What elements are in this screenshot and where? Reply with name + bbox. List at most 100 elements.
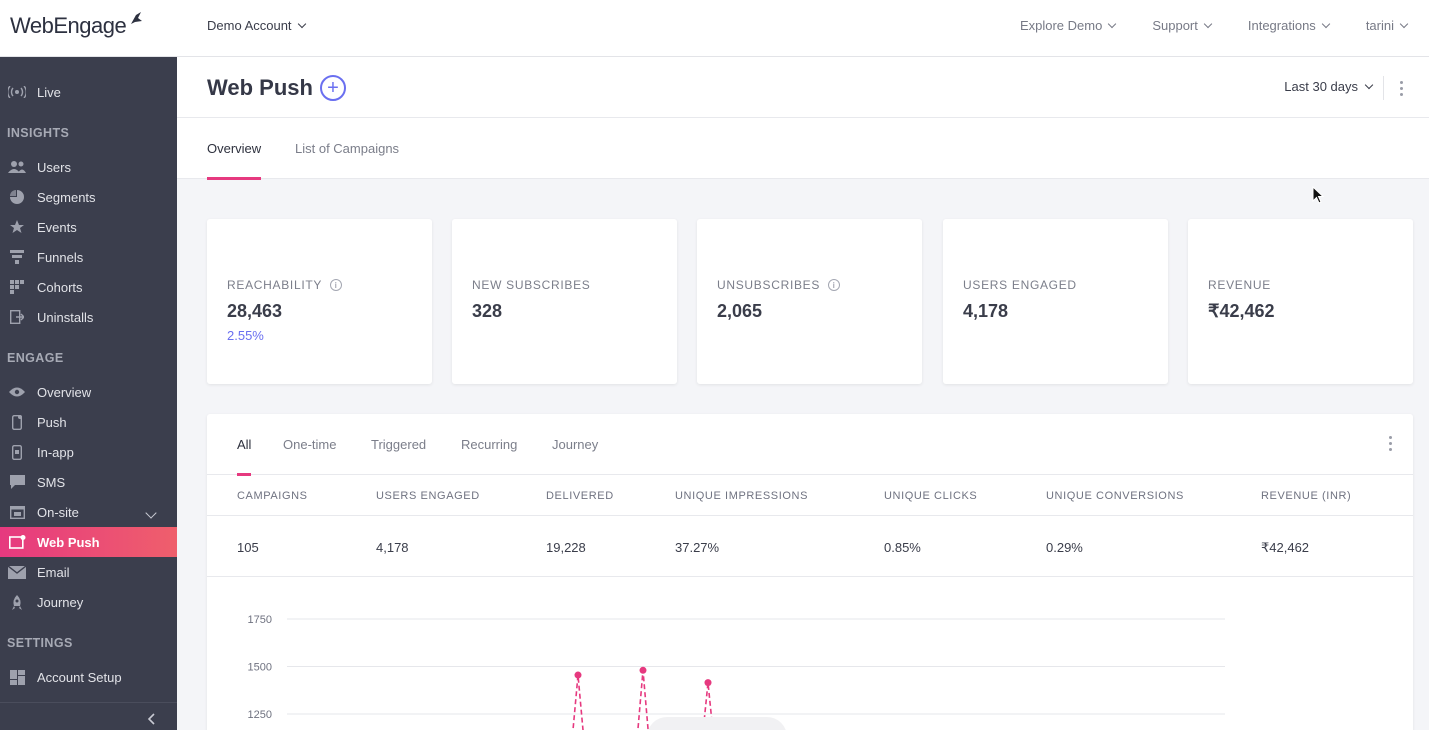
sidebar-item-journey[interactable]: Journey — [0, 587, 177, 617]
divider — [1383, 76, 1384, 100]
sidebar-item-account-setup[interactable]: Account Setup — [0, 662, 177, 692]
table-cell: ₹42,462 — [1261, 540, 1310, 555]
tab-journey[interactable]: Journey — [552, 437, 599, 452]
chart-tooltip — [648, 717, 786, 730]
stat-label: REVENUE — [1208, 278, 1271, 292]
table-cell: 0.85% — [884, 540, 921, 555]
chevron-down-icon — [1203, 19, 1213, 28]
stat-card-new-subscribes: NEW SUBSCRIBES 328 — [452, 219, 677, 384]
sidebar-item-label: Overview — [37, 384, 92, 400]
info-icon[interactable]: i — [828, 279, 841, 291]
sidebar-item-label: In-app — [37, 444, 74, 460]
sidebar-item-in-app[interactable]: In-app — [0, 437, 177, 467]
user-name: tarini — [1365, 18, 1394, 33]
column-header[interactable]: UNIQUE CONVERSIONS — [1046, 490, 1184, 502]
stat-label: USERS ENGAGED — [963, 278, 1077, 292]
sidebar-item-label: Push — [37, 414, 67, 430]
sidebar-item-label: Users — [37, 159, 71, 175]
mouse-cursor-icon — [1312, 186, 1324, 204]
mobile-icon — [8, 413, 26, 431]
sidebar-item-label: SMS — [37, 474, 66, 490]
data-point[interactable] — [574, 671, 582, 679]
stat-label-text: UNSUBSCRIBES — [717, 278, 821, 292]
stat-label: NEW SUBSCRIBES — [472, 278, 591, 292]
column-header[interactable]: REVENUE (INR) — [1261, 490, 1352, 502]
top-bar: WebEngage Demo Account Explore Demo Supp… — [0, 0, 1429, 57]
stat-value: 2,065 — [717, 301, 763, 321]
more-options-icon[interactable] — [1400, 81, 1403, 96]
tab-all[interactable]: All — [237, 437, 252, 476]
sidebar-item-users[interactable]: Users — [0, 152, 177, 182]
sidebar-item-label: Segments — [37, 189, 96, 205]
tab-one-time[interactable]: One-time — [283, 437, 337, 452]
sidebar-item-live[interactable]: Live — [0, 77, 177, 107]
user-menu[interactable]: tarini — [1365, 18, 1409, 33]
sidebar-item-label: Cohorts — [37, 279, 83, 295]
data-point[interactable] — [704, 679, 712, 687]
sidebar-item-cohorts[interactable]: Cohorts — [0, 272, 177, 302]
data-point[interactable] — [639, 666, 647, 674]
stat-value: ₹42,462 — [1208, 301, 1275, 321]
column-header[interactable]: DELIVERED — [546, 490, 614, 502]
integrations-label: Integrations — [1247, 18, 1316, 33]
sidebar-item-overview[interactable]: Overview — [0, 377, 177, 407]
sidebar-item-funnels[interactable]: Funnels — [0, 242, 177, 272]
sidebar: Live INSIGHTS Users Segments Events Funn… — [0, 57, 177, 730]
chat-icon — [8, 473, 26, 491]
page-tabs: Overview List of Campaigns — [177, 118, 1429, 180]
sidebar-item-web-push[interactable]: Web Push — [0, 527, 177, 557]
sidebar-item-label: Account Setup — [37, 669, 122, 685]
date-range-picker[interactable]: Last 30 days — [1284, 79, 1374, 94]
tab-overview[interactable]: Overview — [207, 141, 262, 180]
tab-triggered[interactable]: Triggered — [371, 437, 427, 452]
stat-value: 4,178 — [963, 301, 1009, 321]
chevron-down-icon — [1399, 19, 1409, 28]
sidebar-item-push[interactable]: Push — [0, 407, 177, 437]
info-icon[interactable]: i — [330, 279, 343, 291]
chevron-down-icon[interactable] — [145, 505, 157, 520]
sidebar-item-email[interactable]: Email — [0, 557, 177, 587]
stat-value: 28,463 — [227, 301, 283, 321]
stat-subvalue: 2.55% — [227, 328, 264, 343]
support-label: Support — [1152, 18, 1198, 33]
column-header[interactable]: UNIQUE IMPRESSIONS — [675, 490, 809, 502]
exit-icon — [8, 308, 26, 326]
webengage-logo[interactable]: WebEngage — [10, 8, 144, 44]
pie-chart-icon — [8, 188, 26, 206]
chevron-down-icon — [297, 19, 306, 28]
bird-logo-icon — [131, 12, 143, 24]
account-switcher[interactable]: Demo Account — [207, 18, 306, 33]
grid-icon — [8, 278, 26, 296]
column-header[interactable]: USERS ENGAGED — [376, 490, 480, 502]
stat-card-unsubscribes: UNSUBSCRIBES i 2,065 — [697, 219, 922, 384]
section-settings: SETTINGS — [7, 636, 73, 650]
chevron-down-icon — [1364, 80, 1374, 89]
table-cell: 19,228 — [546, 540, 586, 555]
stat-value: 328 — [472, 301, 503, 321]
sidebar-item-events[interactable]: Events — [0, 212, 177, 242]
sidebar-item-uninstalls[interactable]: Uninstalls — [0, 302, 177, 332]
sidebar-item-sms[interactable]: SMS — [0, 467, 177, 497]
sidebar-item-on-site[interactable]: On-site — [0, 497, 177, 527]
y-tick-label: 1750 — [248, 614, 272, 626]
tab-recurring[interactable]: Recurring — [461, 437, 518, 452]
browser-icon — [8, 503, 26, 521]
stat-card-users-engaged: USERS ENGAGED 4,178 — [943, 219, 1168, 384]
section-insights: INSIGHTS — [7, 126, 70, 140]
page-title-text: Web Push — [207, 75, 313, 100]
sidebar-collapse-bar[interactable] — [0, 702, 177, 730]
sidebar-item-label: Events — [37, 219, 77, 235]
logo-text: WebEngage — [10, 13, 127, 38]
sidebar-item-label: Email — [37, 564, 70, 580]
integrations-menu[interactable]: Integrations — [1247, 18, 1331, 33]
add-campaign-button[interactable]: + — [319, 75, 346, 101]
table-cell: 0.29% — [1046, 540, 1083, 555]
column-header[interactable]: CAMPAIGNS — [237, 490, 308, 502]
explore-demo-menu[interactable]: Explore Demo — [1020, 18, 1117, 33]
more-options-icon[interactable] — [1389, 436, 1392, 451]
column-header[interactable]: UNIQUE CLICKS — [884, 490, 978, 502]
sidebar-item-segments[interactable]: Segments — [0, 182, 177, 212]
chevron-left-icon[interactable] — [147, 713, 155, 725]
support-menu[interactable]: Support — [1152, 18, 1213, 33]
tab-list-of-campaigns[interactable]: List of Campaigns — [295, 141, 400, 156]
